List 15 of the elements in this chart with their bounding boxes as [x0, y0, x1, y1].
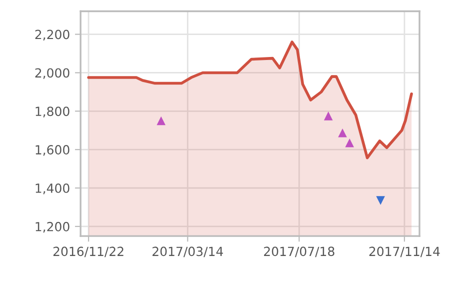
y-tick-label: 1,800	[36, 106, 70, 118]
x-tick-label: 2017/11/14	[369, 246, 440, 258]
point	[376, 196, 385, 205]
x-tick-label: 2016/11/22	[53, 246, 124, 258]
y-tick-label: 1,400	[36, 183, 70, 194]
y-tick-label: 2,000	[35, 68, 70, 79]
point	[324, 112, 333, 120]
y-tick-label: 2,200	[35, 30, 70, 40]
point	[156, 116, 166, 126]
x-tick-label: 2017/03/14	[152, 246, 223, 258]
y-tick-label: 1,600	[36, 145, 70, 156]
x-tick-label: 2017/07/18	[264, 246, 334, 258]
y-tick-label: 1,200	[36, 222, 70, 233]
point	[338, 128, 347, 138]
point	[345, 138, 354, 148]
